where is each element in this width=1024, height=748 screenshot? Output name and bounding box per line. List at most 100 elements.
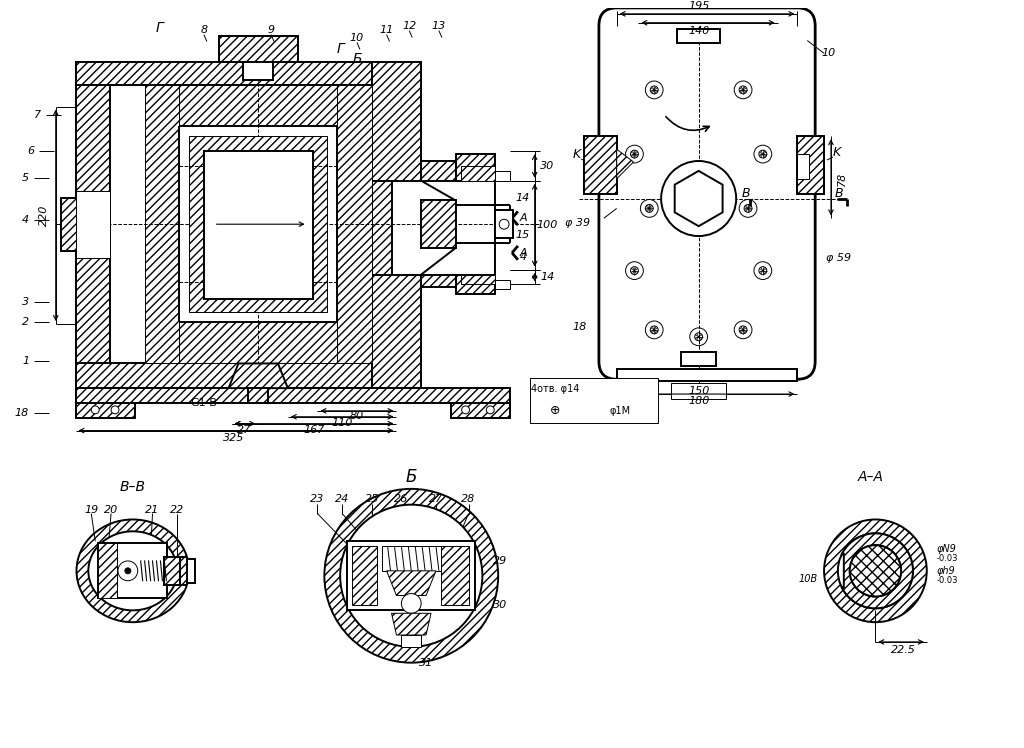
Polygon shape — [76, 191, 110, 258]
Bar — [677, 28, 720, 43]
Text: 30: 30 — [541, 161, 555, 171]
Text: 140: 140 — [688, 25, 710, 36]
Polygon shape — [798, 136, 824, 194]
Bar — [98, 543, 167, 598]
Text: 4: 4 — [519, 252, 526, 262]
Text: 22: 22 — [170, 505, 184, 515]
Circle shape — [401, 594, 421, 613]
Text: 26: 26 — [394, 494, 409, 503]
Circle shape — [462, 406, 470, 414]
Text: Г: Г — [336, 43, 344, 56]
Text: φN9: φN9 — [937, 544, 956, 554]
Polygon shape — [842, 533, 912, 608]
Text: K: K — [573, 147, 582, 161]
Text: 19: 19 — [84, 505, 98, 515]
Text: 18: 18 — [572, 322, 587, 332]
Polygon shape — [675, 171, 723, 226]
Text: A: A — [520, 248, 527, 258]
Circle shape — [91, 406, 99, 414]
Text: Б: Б — [352, 52, 361, 67]
Text: 2: 2 — [22, 317, 29, 327]
Bar — [187, 559, 195, 583]
Polygon shape — [144, 322, 372, 364]
Text: 100: 100 — [537, 220, 558, 230]
Polygon shape — [391, 613, 431, 635]
Text: 27: 27 — [238, 425, 252, 435]
Text: 3: 3 — [22, 297, 29, 307]
Polygon shape — [60, 197, 110, 251]
Text: 4отв. φ14: 4отв. φ14 — [531, 384, 580, 394]
Text: 8: 8 — [201, 25, 208, 34]
Polygon shape — [337, 85, 372, 364]
Polygon shape — [456, 275, 496, 294]
Text: 220: 220 — [39, 205, 49, 226]
Bar — [496, 280, 510, 289]
Text: B: B — [835, 187, 843, 200]
Text: 24: 24 — [335, 494, 349, 503]
Text: 167: 167 — [304, 425, 326, 435]
Text: 23: 23 — [310, 494, 325, 503]
Text: 325: 325 — [223, 432, 244, 443]
Polygon shape — [461, 275, 496, 284]
Bar — [671, 383, 726, 399]
Polygon shape — [421, 200, 456, 248]
Polygon shape — [441, 546, 469, 605]
Bar — [681, 352, 717, 367]
FancyBboxPatch shape — [599, 8, 815, 379]
Bar — [401, 635, 421, 647]
Text: φ1М: φ1М — [609, 406, 630, 416]
Text: 29: 29 — [493, 556, 507, 566]
Text: 80: 80 — [350, 411, 365, 421]
Bar — [204, 151, 312, 299]
Circle shape — [824, 519, 927, 622]
Circle shape — [111, 406, 119, 414]
Text: 22.5: 22.5 — [891, 645, 915, 654]
Text: Б: Б — [406, 468, 417, 486]
Polygon shape — [616, 149, 634, 179]
Text: 6: 6 — [27, 146, 34, 156]
Text: A–A: A–A — [857, 470, 884, 484]
Ellipse shape — [88, 531, 177, 610]
Text: 14: 14 — [541, 272, 555, 281]
Text: 1: 1 — [22, 357, 29, 367]
Polygon shape — [387, 571, 436, 595]
Circle shape — [850, 545, 901, 596]
Circle shape — [340, 505, 482, 647]
Text: 10: 10 — [350, 33, 365, 43]
Text: ⊕: ⊕ — [550, 405, 561, 417]
Polygon shape — [144, 85, 179, 364]
Text: 9: 9 — [267, 25, 274, 34]
Bar — [382, 546, 441, 571]
Text: 5: 5 — [22, 173, 29, 183]
Circle shape — [125, 568, 131, 574]
Polygon shape — [76, 388, 510, 403]
Polygon shape — [372, 275, 421, 388]
Bar — [496, 210, 513, 238]
Text: 18: 18 — [14, 408, 29, 418]
Polygon shape — [219, 36, 298, 62]
Polygon shape — [76, 364, 382, 388]
Text: -0.03: -0.03 — [937, 554, 958, 563]
Circle shape — [499, 219, 509, 229]
Text: 30: 30 — [493, 601, 507, 610]
Text: 78: 78 — [837, 171, 847, 186]
Text: 11: 11 — [380, 25, 393, 34]
Polygon shape — [451, 403, 510, 418]
Text: 12: 12 — [402, 21, 417, 31]
Text: 110: 110 — [332, 417, 353, 428]
Circle shape — [850, 545, 901, 596]
Text: K: K — [833, 146, 841, 159]
Text: 25: 25 — [365, 494, 379, 503]
Polygon shape — [461, 166, 496, 181]
Bar — [616, 370, 798, 381]
Text: 21: 21 — [145, 505, 160, 515]
Text: -0.03: -0.03 — [937, 576, 958, 585]
Text: 7: 7 — [34, 110, 41, 120]
Text: 31: 31 — [419, 657, 433, 668]
Bar — [165, 557, 180, 585]
Text: 4: 4 — [22, 215, 29, 225]
Polygon shape — [98, 543, 117, 598]
Polygon shape — [228, 364, 288, 388]
Ellipse shape — [77, 519, 189, 622]
Polygon shape — [352, 546, 377, 605]
